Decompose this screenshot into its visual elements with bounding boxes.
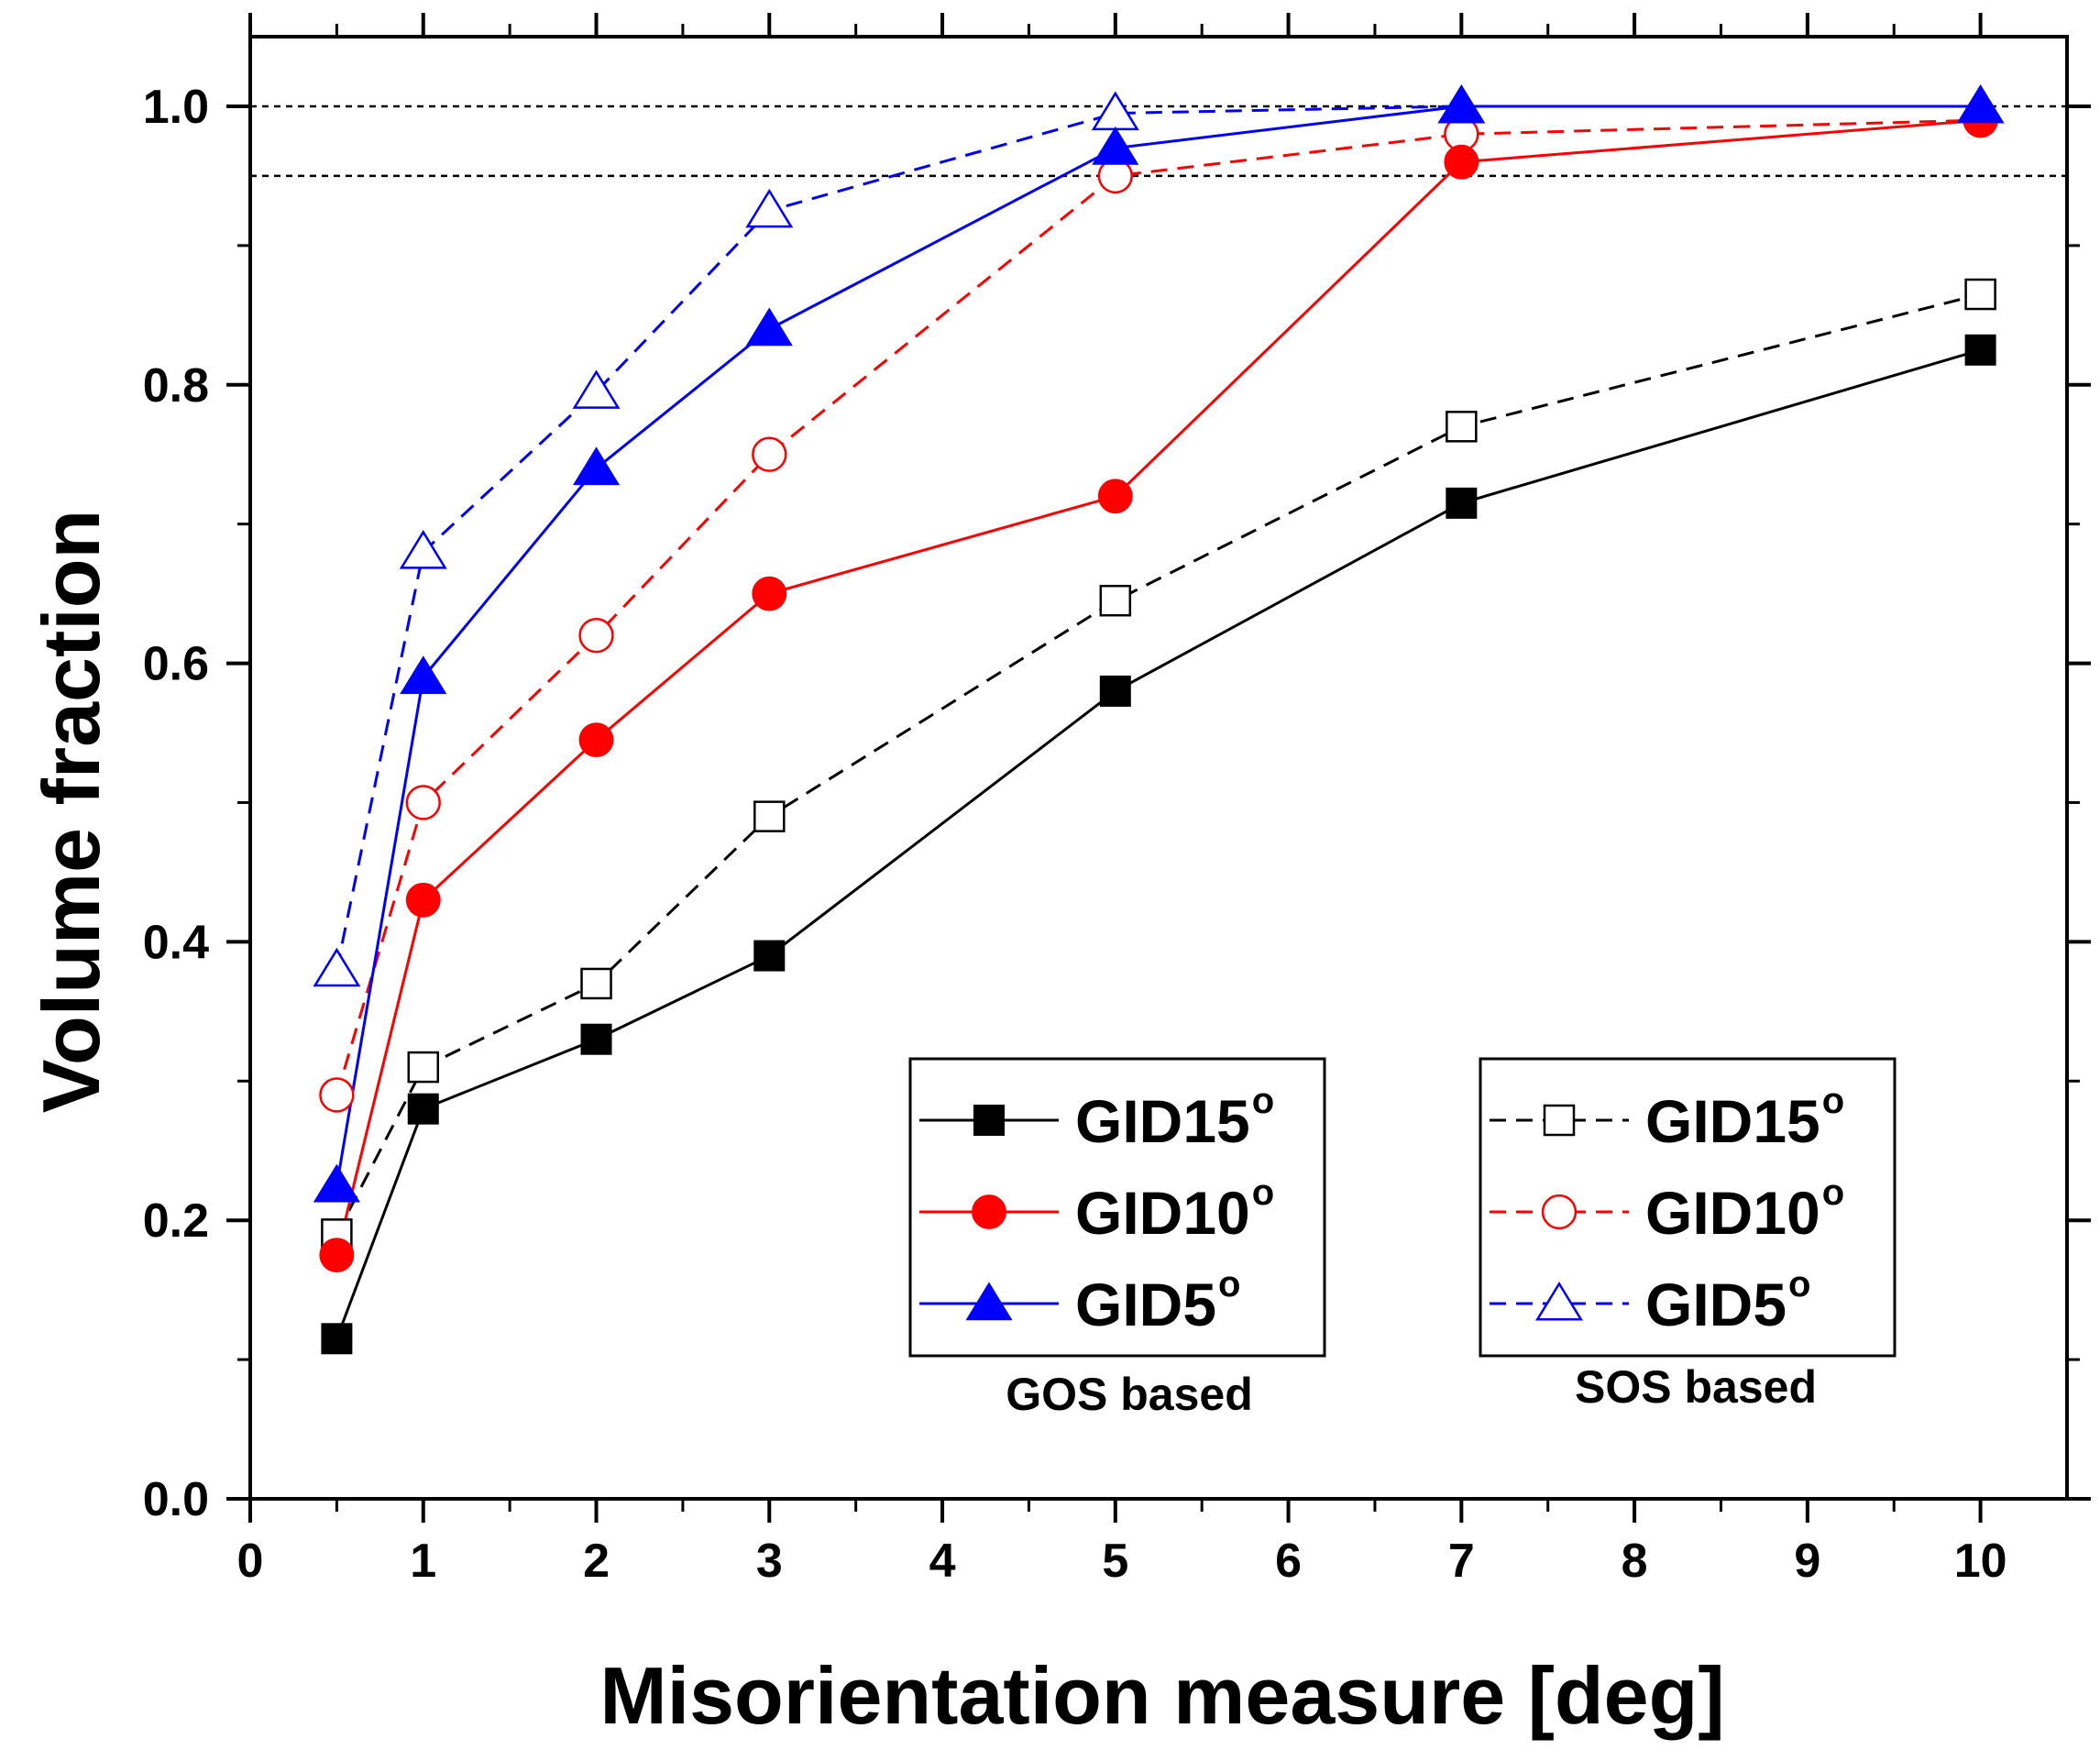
data-point-gid5-sos	[399, 530, 447, 569]
plot-frame	[248, 35, 2069, 1501]
legend-degree-sup: o	[1252, 1172, 1274, 1213]
x-tick-label: 3	[756, 1535, 783, 1588]
data-point-gid10-gos	[405, 882, 441, 918]
x-tick-label: 4	[929, 1535, 956, 1588]
legend-label: GID10	[1075, 1179, 1250, 1247]
legend-marker	[965, 1282, 1013, 1321]
data-point-gid15-gos	[1099, 675, 1131, 707]
data-point-gid5-gos	[1957, 84, 2005, 124]
legend-label: GID5	[1645, 1271, 1787, 1338]
x-tick-label: 7	[1448, 1535, 1475, 1588]
y-tick-label: 0.6	[143, 638, 209, 691]
legend-label: GID15	[1075, 1087, 1250, 1155]
data-point-gid10-gos	[319, 1238, 355, 1273]
data-point-gid10-sos	[578, 618, 614, 654]
x-axis-title: Misorientation measure [deg]	[599, 1650, 1724, 1741]
data-point-gid15-sos	[1964, 278, 1996, 311]
data-point-gid10-gos	[578, 722, 614, 758]
data-point-gid15-gos	[1446, 487, 1478, 519]
data-point-gid15-gos	[321, 1323, 353, 1355]
axis-ticks	[226, 13, 2091, 1523]
x-tick-label: 5	[1102, 1535, 1128, 1588]
x-tick-label: 0	[237, 1535, 264, 1588]
data-point-gid5-gos	[1437, 84, 1485, 124]
axis-tick-labels: 0 1 2 3 4 5 6 7 8 9 10 0.0 0.2 0.4 0.6 0.8 1.0	[143, 81, 2007, 1588]
data-point-gid15-gos	[1964, 334, 1996, 366]
data-point-gid10-sos	[319, 1077, 355, 1113]
data-point-gid5-sos	[313, 947, 361, 987]
data-point-gid15-gos	[580, 1023, 612, 1055]
legend-degree-sup: o	[1788, 1264, 1810, 1304]
legend-marker	[1541, 1194, 1578, 1230]
data-point-gid15-gos	[753, 940, 786, 972]
legend-degree-sup: o	[1218, 1264, 1240, 1304]
legend-degree-sup: o	[1252, 1081, 1274, 1121]
data-point-gid15-sos	[407, 1051, 440, 1084]
x-tick-label: 6	[1275, 1535, 1302, 1588]
x-tick-label: 8	[1622, 1535, 1648, 1588]
x-tick-label: 10	[1954, 1535, 2007, 1588]
data-point-gid10-gos	[752, 576, 787, 611]
data-point-gid10-sos	[752, 436, 787, 472]
legend-marker	[972, 1194, 1006, 1229]
data-point-gid10-sos	[405, 785, 441, 820]
legend-label: GID5	[1075, 1271, 1216, 1338]
data-point-gid10-gos	[1097, 479, 1133, 514]
legend-caption-gos: GOS based	[1006, 1369, 1253, 1420]
data-point-gid15-sos	[1099, 584, 1132, 617]
y-tick-label: 0.8	[143, 359, 209, 413]
legend-label: GID15	[1645, 1087, 1820, 1155]
series-markers	[313, 83, 2005, 1355]
data-point-gid15-sos	[1446, 411, 1478, 443]
data-point-gid5-sos	[745, 188, 794, 228]
legend-degree-sup: o	[1822, 1172, 1844, 1213]
y-tick-label: 0.4	[143, 916, 209, 969]
y-tick-label: 0.0	[143, 1473, 209, 1526]
data-point-gid15-sos	[753, 800, 786, 832]
data-point-gid15-sos	[580, 967, 612, 1000]
x-tick-label: 9	[1794, 1535, 1820, 1588]
data-point-gid5-gos	[745, 307, 793, 347]
legend-degree-sup: o	[1822, 1081, 1844, 1121]
data-point-gid15-gos	[407, 1093, 439, 1125]
legend-caption-sos: SOS based	[1575, 1361, 1817, 1413]
data-point-gid5-sos	[572, 369, 621, 409]
y-tick-label: 0.2	[143, 1194, 209, 1248]
x-tick-label: 1	[410, 1535, 436, 1588]
legend-marker	[973, 1105, 1005, 1136]
y-tick-label: 1.0	[143, 81, 209, 134]
data-point-gid10-gos	[1444, 144, 1479, 180]
data-point-gid5-gos	[313, 1163, 360, 1203]
data-point-gid5-gos	[1092, 127, 1139, 165]
legend-marker	[1535, 1282, 1583, 1321]
data-point-gid5-gos	[572, 446, 621, 486]
x-tick-label: 2	[583, 1535, 610, 1588]
legend-marker	[1543, 1104, 1576, 1137]
data-point-gid5-gos	[400, 655, 447, 695]
y-axis-title: Volume fraction	[26, 510, 116, 1113]
legend-label: GID10	[1645, 1179, 1820, 1247]
